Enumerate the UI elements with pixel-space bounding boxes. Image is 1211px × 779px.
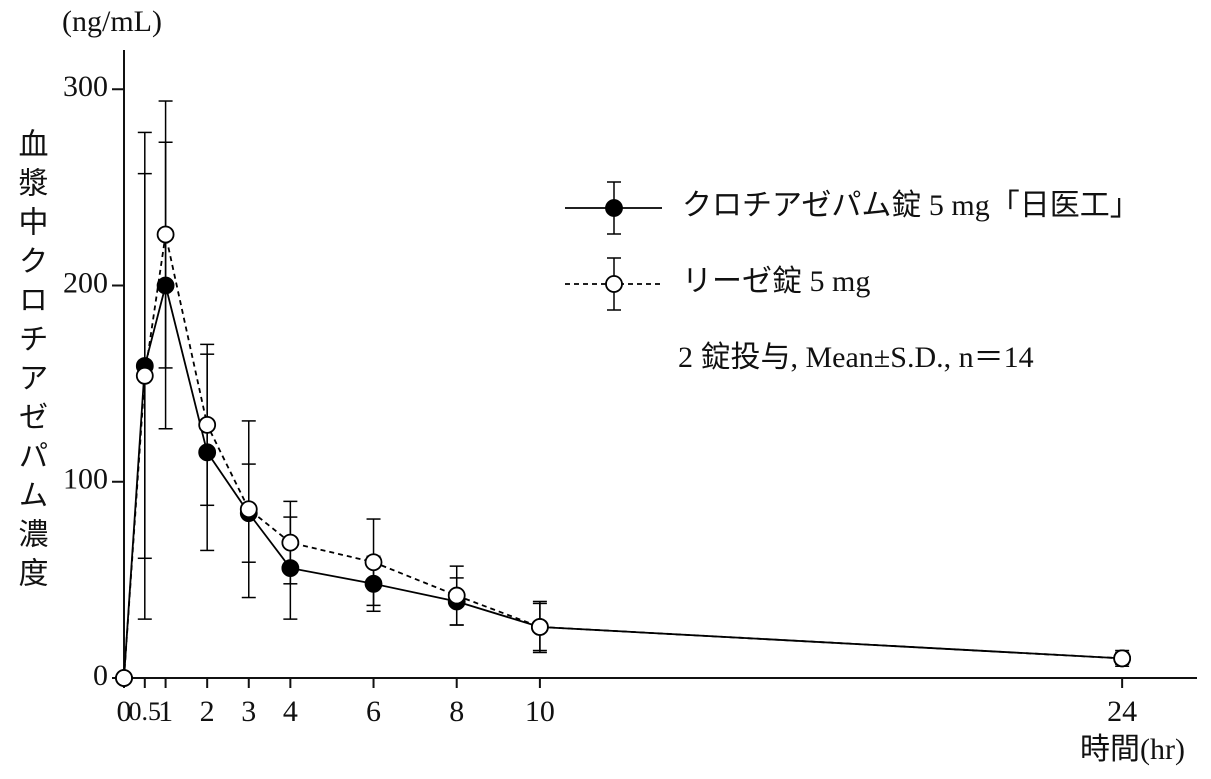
x-tick-label: 0 [117,695,132,728]
data-point [239,500,258,519]
x-tick-label: 24 [1107,695,1137,728]
y-unit: (ng/mL) [62,5,162,38]
x-tick-label: 10 [525,695,555,728]
data-point [198,443,217,462]
y-axis-label: 血漿中クロチアゼパム濃度 [14,128,49,596]
y-tick-label: 100 [63,463,108,496]
legend-label: リーゼ錠 5 mg [682,265,870,298]
data-point [281,533,300,552]
data-point [364,553,383,572]
y-tick-label: 200 [63,266,108,299]
x-tick-label: 6 [366,695,381,728]
series-line [123,234,1123,679]
x-tick-label: 2 [200,695,215,728]
data-point [1113,649,1132,668]
data-point [156,276,175,295]
data-point [530,618,549,636]
data-point [364,574,383,593]
data-point [281,559,300,577]
legend-label: クロチアゼパム錠 5 mg「日医工」 [682,189,1140,222]
x-axis-label: 時間(hr) [1080,733,1185,766]
legend-marker [605,199,623,217]
x-tick-label: 1 [158,695,173,728]
y-tick-label: 0 [93,659,108,692]
data-point [135,366,154,385]
data-point [156,225,175,244]
series-line [123,285,1123,679]
x-tick-label: 0.5 [129,697,162,726]
x-tick-label: 8 [449,695,464,728]
annotation: 2 錠投与, Mean±S.D., n＝14 [678,341,1034,374]
y-tick-label: 300 [63,70,108,103]
x-tick-label: 3 [241,695,256,728]
data-point [447,586,466,605]
data-point [198,415,217,434]
data-point [115,669,133,687]
legend-marker [605,275,623,293]
x-tick-label: 4 [283,695,298,728]
